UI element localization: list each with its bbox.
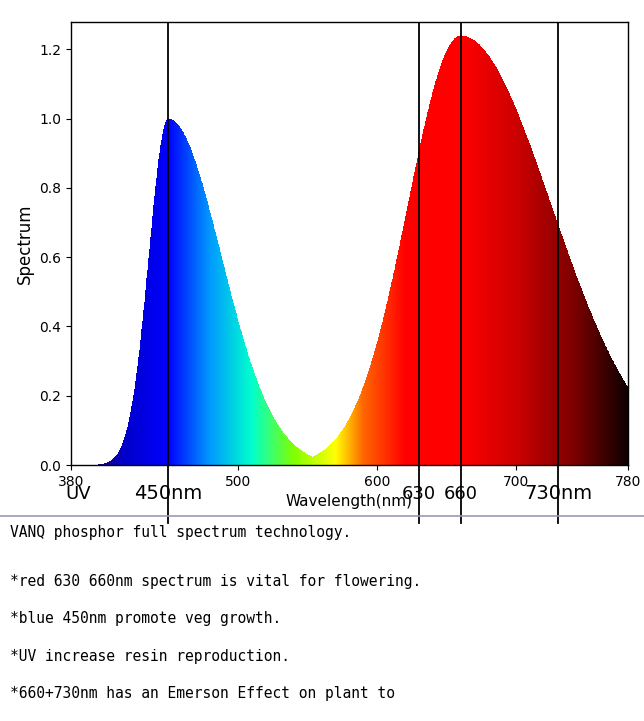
X-axis label: Wavelength(nm): Wavelength(nm) [286,495,413,509]
Text: VANQ phosphor full spectrum technology.: VANQ phosphor full spectrum technology. [10,525,351,540]
Text: *660+730nm has an Emerson Effect on plant to: *660+730nm has an Emerson Effect on plan… [10,686,395,701]
Text: UV: UV [65,485,91,503]
Text: *UV increase resin reproduction.: *UV increase resin reproduction. [10,649,290,663]
Text: *blue 450nm promote veg growth.: *blue 450nm promote veg growth. [10,611,281,626]
Text: *red 630 660nm spectrum is vital for flowering.: *red 630 660nm spectrum is vital for flo… [10,574,421,588]
Text: 450nm: 450nm [134,485,202,503]
Text: 730nm: 730nm [524,485,592,503]
Text: 630: 630 [402,485,436,503]
Text: 660: 660 [444,485,478,503]
Y-axis label: Spectrum: Spectrum [15,203,33,283]
